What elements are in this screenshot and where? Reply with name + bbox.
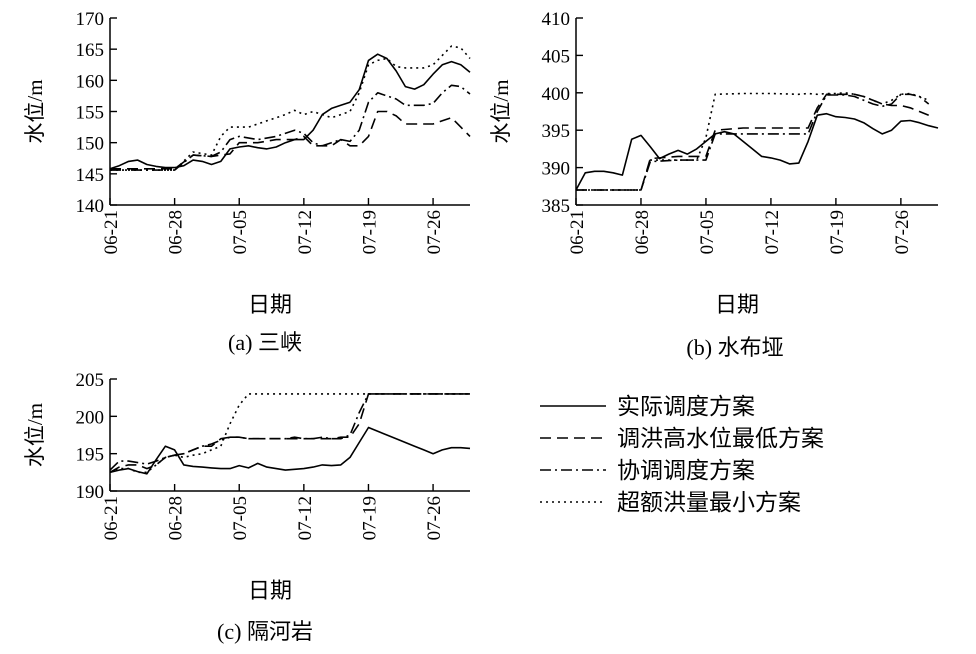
series-line-dashdot xyxy=(110,84,471,171)
series-line-dotted xyxy=(109,393,470,474)
series-line-solid xyxy=(109,53,471,170)
y-tick-label: 390 xyxy=(542,159,571,180)
legend-label: 超额洪量最小方案 xyxy=(617,490,801,515)
legend-label: 调洪高水位最低方案 xyxy=(617,426,824,451)
legend-item-min-excess-flood: 超额洪量最小方案 xyxy=(540,490,801,515)
y-tick-label: 395 xyxy=(542,121,571,142)
x-tick-label: 07-19 xyxy=(359,496,380,540)
series-line-dashdot xyxy=(109,393,470,471)
series-line-dashdot xyxy=(576,93,930,191)
x-tick-label: 07-05 xyxy=(230,210,251,254)
series-line-solid xyxy=(109,426,471,475)
chart-caption: (c) 隔河岩 xyxy=(217,619,313,644)
x-axis-label: 日期 xyxy=(248,578,292,603)
chart-caption: (a) 三峡 xyxy=(228,330,302,355)
x-axis-label: 日期 xyxy=(248,292,292,317)
y-tick-label: 165 xyxy=(76,40,105,61)
series-line-dotted xyxy=(576,92,930,191)
y-tick-label: 140 xyxy=(76,196,105,217)
x-tick-label: 06-28 xyxy=(166,496,187,540)
x-tick-label: 07-05 xyxy=(230,496,251,540)
chart-panel-b: 385 390 395 400 405 410 06-21 06-28 07-05 07-12 07… xyxy=(489,9,939,360)
x-tick-label: 07-05 xyxy=(697,210,718,254)
legend-label: 协调调度方案 xyxy=(617,458,755,483)
y-tick-label: 410 xyxy=(542,9,571,30)
legend-label: 实际调度方案 xyxy=(617,394,755,419)
x-tick-label: 06-21 xyxy=(101,210,122,254)
y-axis-label: 水位/m xyxy=(23,79,47,143)
series-line-solid xyxy=(575,112,939,191)
legend-item-coordinated: 协调调度方案 xyxy=(540,458,755,483)
series-line-dashed xyxy=(110,110,471,170)
chart-panel-a: 140 145 150 155 160 165 170 06-21 06-28 07-05 07-1… xyxy=(23,9,471,355)
x-tick-label: 06-21 xyxy=(101,496,122,540)
y-tick-label: 150 xyxy=(76,134,105,155)
y-tick-label: 155 xyxy=(76,103,105,124)
series-line-dashed xyxy=(109,393,470,473)
x-tick-label: 07-19 xyxy=(359,210,380,254)
chart-caption: (b) 水布垭 xyxy=(686,335,783,360)
x-tick-label: 07-26 xyxy=(424,496,445,540)
y-tick-label: 200 xyxy=(76,407,105,428)
y-tick-label: 205 xyxy=(76,370,105,391)
y-tick-label: 145 xyxy=(76,165,105,186)
x-tick-label: 07-26 xyxy=(892,210,913,254)
x-tick-label: 06-28 xyxy=(632,210,653,254)
y-axis-label: 水位/m xyxy=(489,79,513,143)
y-tick-label: 405 xyxy=(542,46,571,67)
x-tick-label: 07-26 xyxy=(424,210,445,254)
y-tick-label: 195 xyxy=(76,445,105,466)
x-tick-label: 07-12 xyxy=(295,496,316,540)
x-axis-label: 日期 xyxy=(715,292,759,317)
y-tick-label: 385 xyxy=(542,196,571,217)
y-tick-label: 160 xyxy=(76,71,105,92)
legend: 实际调度方案 调洪高水位最低方案 协调调度方案 超额洪量最小方案 xyxy=(540,394,824,515)
x-tick-label: 07-19 xyxy=(827,210,848,254)
legend-item-actual: 实际调度方案 xyxy=(540,394,755,419)
x-tick-label: 07-12 xyxy=(295,210,316,254)
x-tick-label: 07-12 xyxy=(762,210,783,254)
y-tick-label: 190 xyxy=(76,482,105,503)
y-tick-label: 400 xyxy=(542,84,571,105)
legend-item-min-flood-level: 调洪高水位最低方案 xyxy=(540,426,824,451)
y-axis-label: 水位/m xyxy=(23,403,47,467)
series-line-dotted xyxy=(110,45,471,171)
series-line-dashed xyxy=(576,93,929,191)
chart-panel-c: 190 195 200 205 06-21 06-28 07-05 07-12 07-19 07-… xyxy=(23,370,471,644)
y-tick-label: 170 xyxy=(76,9,105,30)
x-tick-label: 06-28 xyxy=(166,210,187,254)
x-tick-label: 06-21 xyxy=(567,210,588,254)
